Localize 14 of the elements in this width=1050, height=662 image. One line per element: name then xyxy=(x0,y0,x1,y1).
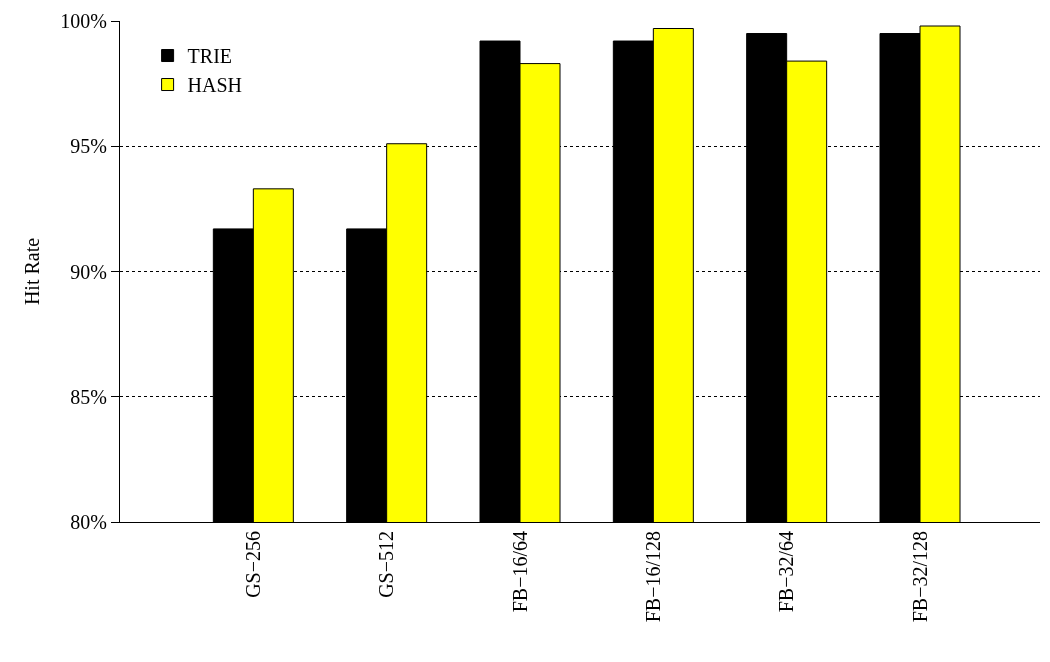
y-tick-label: 90% xyxy=(70,260,107,283)
x-tick-label: FB−16/64 xyxy=(508,531,531,613)
legend-label: TRIE xyxy=(187,45,233,68)
x-tick-label: GS−256 xyxy=(241,531,264,598)
y-tick-label: 80% xyxy=(70,511,107,533)
y-axis-title: Hit Rate xyxy=(20,237,43,306)
x-tick-label: FB−16/128 xyxy=(641,531,664,623)
x-tick-label: GS−512 xyxy=(375,531,398,598)
x-tick-label: FB−32/64 xyxy=(775,531,798,613)
y-tick-label: 85% xyxy=(70,385,107,408)
x-tick-label: FB−32/128 xyxy=(908,531,931,623)
y-tick-label: 95% xyxy=(70,135,107,158)
y-tick-label: 100% xyxy=(60,10,107,32)
legend-label: HASH xyxy=(187,74,243,97)
